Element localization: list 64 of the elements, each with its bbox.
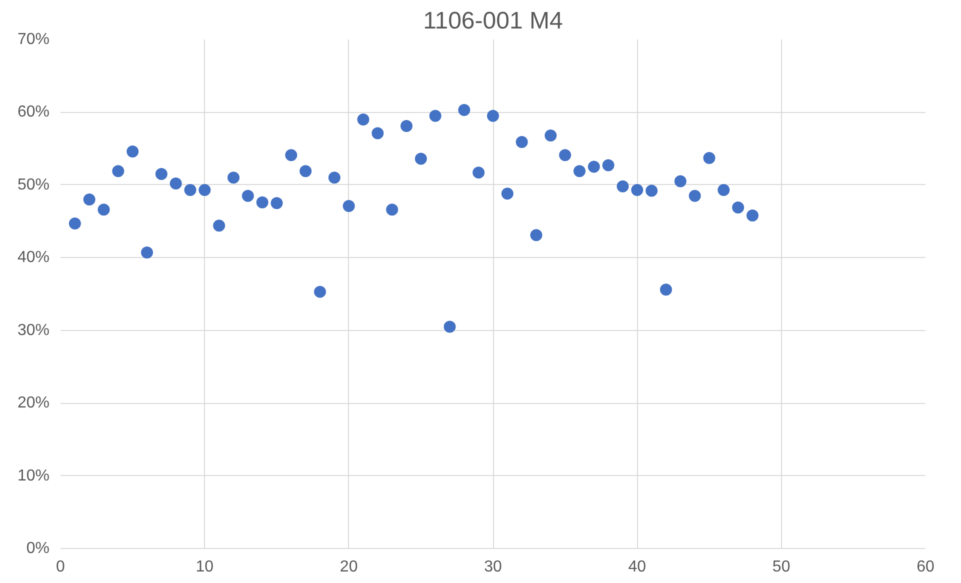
point: [213, 220, 226, 232]
point: [559, 149, 572, 162]
point: [660, 284, 672, 296]
point: [228, 172, 240, 184]
y-tick-label: 10%: [17, 467, 50, 484]
point: [746, 209, 758, 222]
point: [688, 190, 701, 202]
point: [256, 196, 268, 208]
point: [357, 113, 370, 126]
y-tick-label: 60%: [17, 104, 50, 121]
x-tick-label: 40: [628, 558, 646, 576]
x-tick-label: 10: [196, 558, 214, 576]
point: [285, 149, 298, 162]
point: [501, 188, 514, 200]
point: [170, 177, 182, 190]
point: [718, 184, 730, 196]
x-tick-label: 60: [916, 558, 934, 576]
point: [386, 204, 398, 216]
point: [530, 229, 542, 242]
point: [487, 110, 499, 122]
chart-title: 1106-001 M4: [423, 8, 563, 34]
point: [616, 180, 629, 192]
y-tick-label: 20%: [17, 394, 50, 412]
point: [342, 200, 355, 212]
y-tick-label: 30%: [17, 322, 50, 339]
point: [414, 152, 427, 165]
point: [184, 184, 196, 196]
point: [674, 175, 686, 188]
point: [588, 160, 600, 173]
x-tick-label: 20: [340, 558, 358, 576]
point: [126, 145, 139, 158]
point: [472, 166, 485, 179]
point: [646, 184, 658, 197]
point: [703, 152, 716, 164]
point: [198, 184, 211, 196]
point: [429, 110, 442, 122]
x-tick-label: 50: [772, 558, 790, 576]
point: [602, 159, 614, 172]
point: [516, 136, 528, 148]
point: [98, 204, 110, 216]
point: [372, 127, 384, 140]
point: [155, 168, 168, 180]
point: [574, 165, 586, 178]
x-tick-label: 0: [56, 558, 66, 576]
point: [444, 320, 456, 333]
y-tick-label: 70%: [17, 31, 50, 48]
point: [314, 286, 326, 298]
point: [458, 104, 470, 116]
y-tick-label: 0%: [26, 540, 50, 557]
point: [631, 184, 644, 196]
point: [68, 217, 81, 230]
point: [242, 190, 254, 202]
point: [83, 193, 96, 206]
point: [328, 172, 340, 184]
point: [112, 165, 124, 178]
point: [732, 201, 744, 214]
point: [544, 129, 557, 142]
point: [300, 165, 312, 178]
point: [270, 197, 283, 210]
x-tick-label: 30: [484, 558, 502, 576]
point: [141, 246, 153, 259]
point: [400, 120, 412, 132]
y-tick-label: 50%: [17, 176, 50, 194]
y-tick-label: 40%: [17, 249, 50, 266]
